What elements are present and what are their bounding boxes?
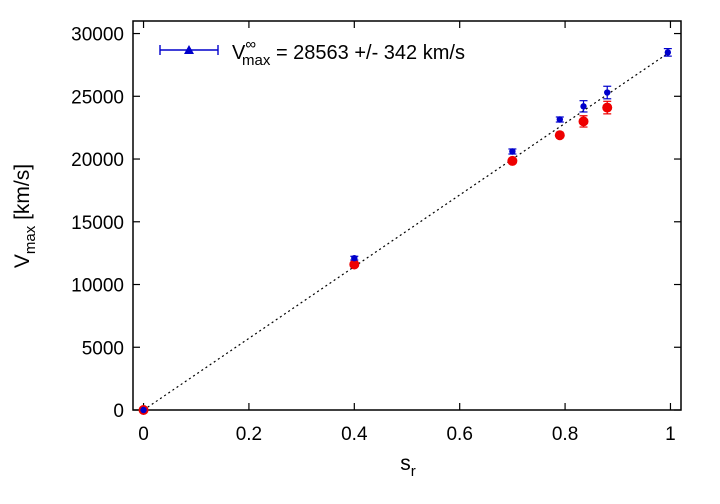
legend-rest: = 28563 +/- 342 km/s [270,42,465,64]
blue-data-point [509,148,516,155]
blue-data-point [351,254,358,262]
axis-ticks: 0 0.2 0.4 0.6 0.8 1 0 5000 10000 15000 20000 25000 3… [71,21,681,445]
red-data-point [578,116,589,127]
legend-sub: max [242,52,271,69]
red-data-point [554,130,565,141]
blue-data-point [604,89,611,96]
plot-frame [132,20,682,411]
y-axis-title-main: V [11,254,34,268]
x-tick-label: 1 [665,424,676,445]
y-tick-label: 20000 [71,150,124,171]
legend-triangle-marker [184,45,194,54]
y-axis-title-sub: max [22,225,39,254]
y-axis-title: Vmax [km/s] [11,164,39,268]
blue-data-point [556,116,564,123]
legend-label: V∞ max = 28563 +/- 342 km/s [232,36,465,69]
x-tick-label: 0.8 [552,424,578,445]
x-axis-title-sub: r [411,463,416,480]
x-tick-label: 0 [138,424,149,445]
y-tick-label: 15000 [71,213,124,234]
x-axis-title: sr [400,452,416,480]
x-tick-label: 0.6 [446,424,472,445]
y-tick-label: 0 [113,401,124,422]
y-tick-label: 30000 [71,25,124,46]
x-tick-label: 0.2 [236,424,262,445]
legend: V∞ max = 28563 +/- 342 km/s [159,36,465,69]
y-tick-label: 10000 [71,276,124,297]
red-data-point [349,259,360,270]
blue-data-point [664,49,672,56]
red-data-point [507,155,518,166]
x-tick-label: 0.4 [341,424,368,445]
y-tick-label: 25000 [71,87,124,108]
fit-line-group [143,51,671,411]
fit-line [143,51,671,411]
blue-data-point [140,406,147,414]
x-axis-title-main: s [400,452,411,475]
legend-sup: ∞ [245,36,256,53]
y-tick-label: 5000 [82,338,124,359]
red-data-point [602,102,613,113]
legend-v: V [232,42,246,64]
data-points [138,48,672,415]
blue-data-point [580,103,587,110]
y-axis-title-suffix: [km/s] [11,164,34,226]
